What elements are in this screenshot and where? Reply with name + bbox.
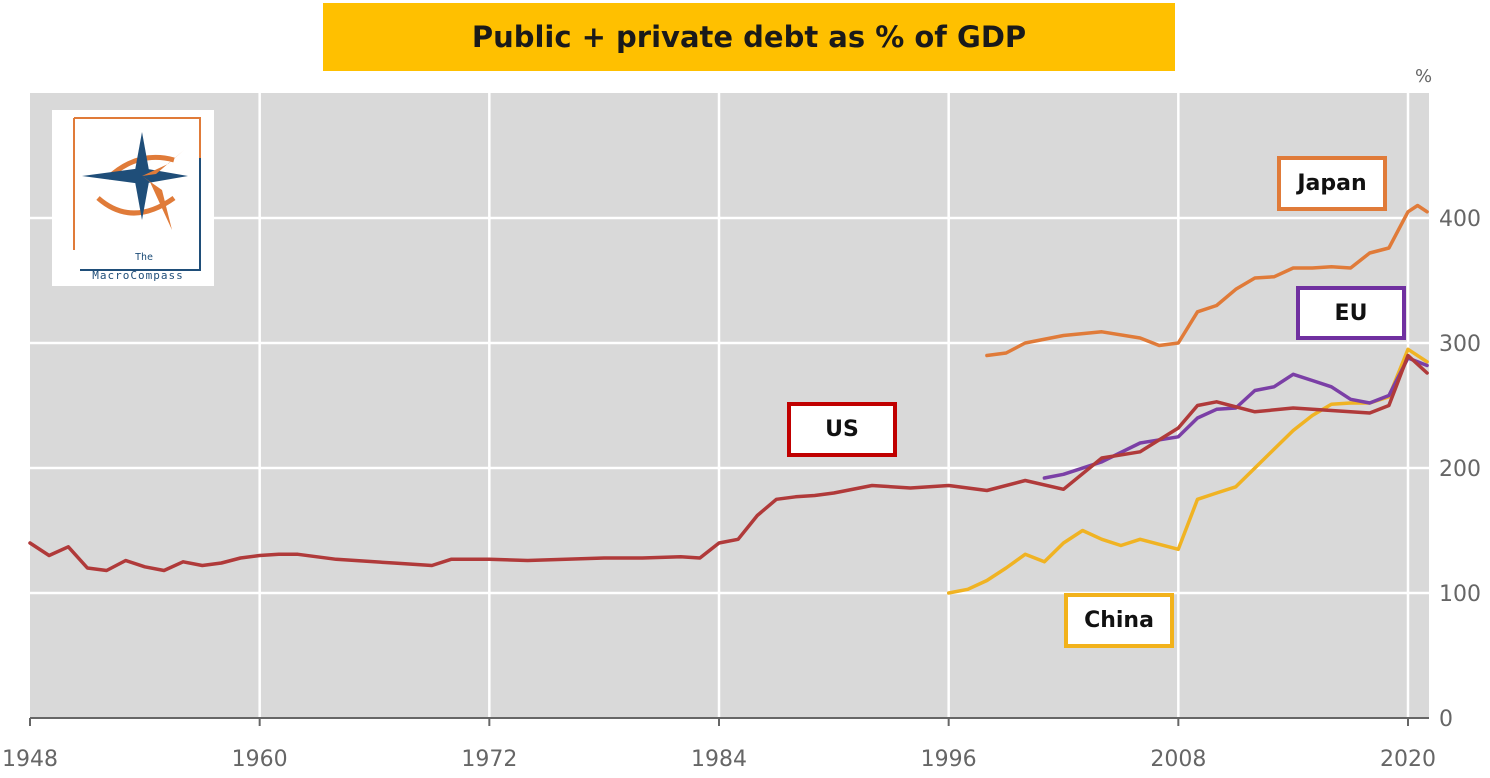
y-axis-ticks: 0 100 200 300 400 [1439, 207, 1481, 732]
plot-background [30, 93, 1429, 718]
logo-text-the: The [135, 252, 153, 263]
x-tick-label-1984: 1984 [691, 747, 747, 772]
horizontal-gridlines [30, 216, 1429, 595]
y-tick-label-200: 200 [1439, 457, 1481, 482]
x-tick-label-2008: 2008 [1150, 747, 1206, 772]
series-label-eu: EU [1296, 286, 1406, 340]
series-label-china: China [1064, 593, 1174, 648]
x-tick-label-1960: 1960 [232, 747, 288, 772]
vertical-gridlines [258, 93, 1410, 718]
y-tick-label-300: 300 [1439, 332, 1481, 357]
x-tick-label-1948: 1948 [2, 747, 58, 772]
series-label-us: US [787, 402, 897, 457]
x-tick-label-1972: 1972 [461, 747, 517, 772]
series-line-eu [1042, 356, 1429, 480]
series-line-china [946, 347, 1429, 595]
series-line-us [28, 353, 1429, 573]
series-label-japan: Japan [1277, 156, 1387, 211]
y-axis-unit: % [1415, 66, 1432, 87]
series-line-japan [985, 203, 1429, 358]
logo-text-name: MacroCompass [92, 269, 183, 282]
y-tick-label-100: 100 [1439, 582, 1481, 607]
series-lines [28, 203, 1429, 595]
x-axis-ticks: 1948 1960 1972 1984 1996 2008 2020 [2, 718, 1436, 772]
macrocompass-logo: The MacroCompass [52, 110, 214, 286]
compass-logo-icon: The MacroCompass [73, 117, 201, 282]
x-tick-label-2020: 2020 [1380, 747, 1436, 772]
y-tick-label-0: 0 [1439, 707, 1453, 732]
title-banner: Public + private debt as % of GDP [323, 3, 1175, 71]
y-tick-label-400: 400 [1439, 207, 1481, 232]
chart-title: Public + private debt as % of GDP [471, 20, 1027, 54]
x-tick-label-1996: 1996 [921, 747, 977, 772]
